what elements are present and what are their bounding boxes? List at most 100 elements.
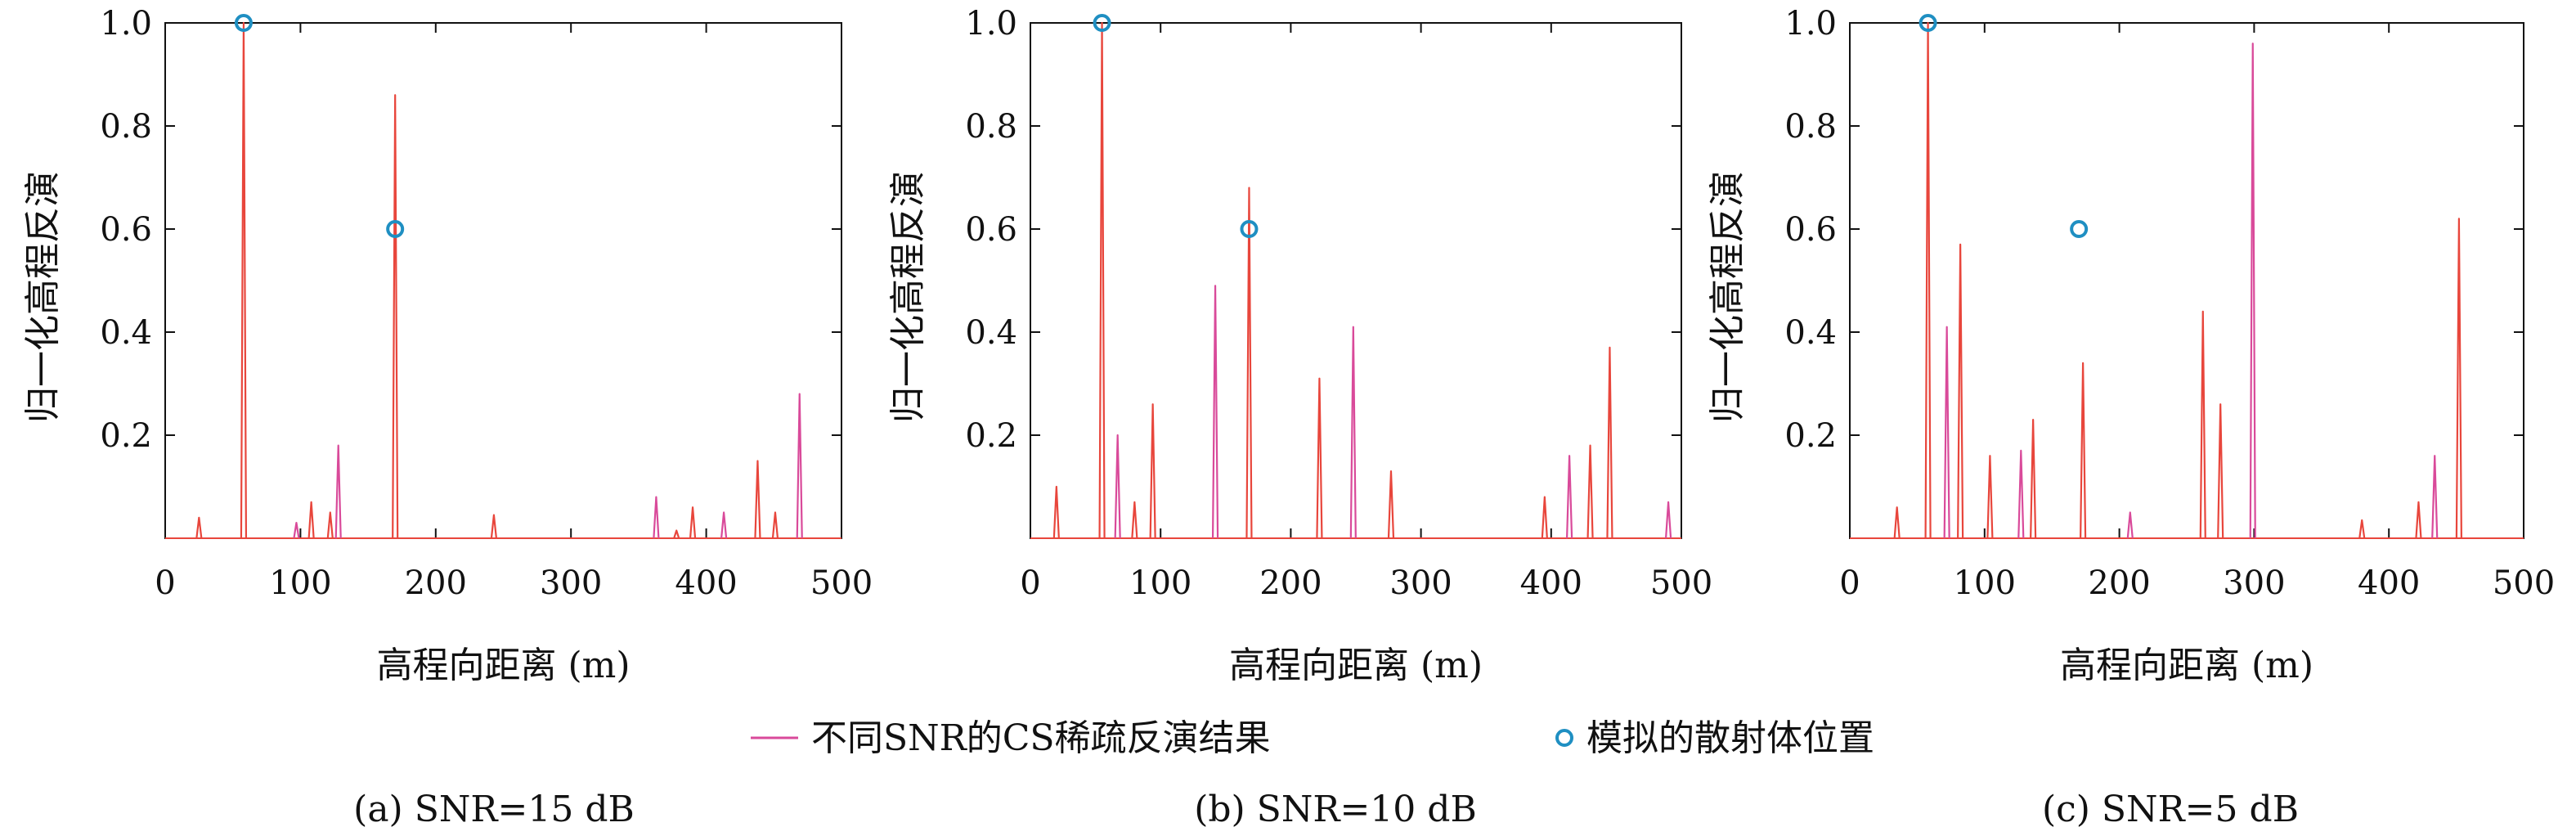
x-axis-title: 高程向距离 (m) [1229, 645, 1483, 686]
reconstruction-peak [720, 511, 728, 539]
panel-caption: (a) SNR=15 dB [353, 789, 635, 830]
x-tick-label: 500 [810, 564, 873, 602]
x-tick-label: 400 [2358, 564, 2420, 602]
x-tick-label: 300 [540, 564, 602, 602]
x-tick-label: 0 [1839, 564, 1860, 602]
x-tick-label: 500 [2493, 564, 2555, 602]
reconstruction-peak [2217, 403, 2224, 539]
reconstruction-peak [2080, 362, 2087, 539]
x-tick-label: 300 [2223, 564, 2285, 602]
x-tick-label: 400 [1520, 564, 1582, 602]
y-tick-label: 0.6 [100, 211, 152, 249]
reconstruction-peak [1586, 444, 1594, 539]
legend-line-label: 不同SNR的CS稀疏反演结果 [811, 717, 1271, 759]
reconstruction-peak [1052, 485, 1060, 539]
x-tick-label: 300 [1389, 564, 1452, 602]
reconstruction-peak [689, 506, 697, 539]
reconstruction-peak [1211, 285, 1219, 539]
reconstruction-peak [293, 522, 300, 539]
reconstruction-peak [1245, 187, 1253, 539]
reconstruction-peak [754, 460, 761, 539]
reconstruction-peak [653, 496, 660, 539]
scatterer-marker [1240, 220, 1259, 238]
reconstruction-peak [2030, 419, 2037, 539]
y-tick-label: 0.4 [965, 314, 1017, 352]
reconstruction-peak [2249, 43, 2256, 539]
chart-panels: 0.2 0.4 0.6 0.8 1.0 0 100 200 300 400 500 高程向距离 (m)… [22, 5, 2555, 830]
reconstruction-peak [1957, 243, 1964, 539]
x-tick-label: 100 [269, 564, 331, 602]
y-tick-label: 1.0 [1784, 5, 1837, 43]
reconstruction-peak [1664, 501, 1672, 539]
reconstruction-peak [1131, 501, 1138, 539]
scatterer-marker [1919, 14, 1937, 32]
reconstruction-peak [240, 21, 248, 539]
reconstruction-peak [673, 529, 680, 539]
chart-panel-1: 0.2 0.4 0.6 0.8 1.0 0 100 200 300 400 500 高程向距离 (m)… [22, 5, 873, 830]
x-tick-label: 200 [405, 564, 467, 602]
y-tick-label: 0.8 [100, 108, 152, 146]
x-tick-label: 200 [1259, 564, 1322, 602]
plot-frame [1849, 22, 2524, 539]
y-tick-label: 0.8 [1784, 108, 1837, 146]
reconstruction-peak [334, 444, 342, 539]
reconstruction-peak [1893, 506, 1901, 539]
reconstruction-peak [2199, 310, 2206, 539]
reconstruction-peak [1349, 326, 1357, 539]
reconstruction-peak [771, 511, 779, 539]
scatterer-marker [1093, 14, 1111, 32]
reconstruction-peak [307, 501, 315, 539]
reconstruction-peak [1149, 403, 1156, 539]
reconstruction-peak [1387, 470, 1395, 539]
panel-caption: (b) SNR=10 dB [1194, 789, 1477, 830]
x-tick-label: 400 [675, 564, 737, 602]
reconstruction-peak [1541, 496, 1548, 539]
reconstruction-peak [1316, 377, 1323, 539]
reconstruction-peak [490, 514, 498, 539]
scatterer-marker [386, 220, 405, 238]
reconstruction-peak [1943, 326, 1950, 539]
x-tick-label: 200 [2088, 564, 2150, 602]
scatterer-marker [2070, 220, 2089, 238]
y-tick-label: 0.6 [965, 211, 1017, 249]
reconstruction-peak [1114, 434, 1121, 539]
reconstruction-peak [2358, 519, 2366, 539]
y-tick-label: 1.0 [965, 5, 1017, 43]
reconstruction-peak [2017, 449, 2025, 539]
y-axis-title: 归一化高程反演 [887, 171, 929, 423]
x-tick-label: 0 [1020, 564, 1040, 602]
legend-marker-swatch [1555, 729, 1573, 747]
legend: 不同SNR的CS稀疏反演结果 模拟的散射体位置 [751, 717, 1874, 759]
x-tick-label: 100 [1954, 564, 2016, 602]
reconstruction-peak [392, 94, 399, 539]
y-tick-label: 0.4 [1784, 314, 1837, 352]
plot-frame [164, 22, 842, 539]
y-tick-label: 0.8 [965, 108, 1017, 146]
reconstruction-peak [2126, 511, 2134, 539]
x-axis-title: 高程向距离 (m) [376, 645, 630, 686]
x-tick-label: 500 [1650, 564, 1712, 602]
x-axis-title: 高程向距离 (m) [2060, 645, 2313, 686]
y-tick-label: 0.4 [100, 314, 152, 352]
y-tick-label: 0.6 [1784, 211, 1837, 249]
reconstruction-peak [195, 516, 203, 539]
scatterer-marker [234, 14, 253, 32]
reconstruction-peak [1924, 21, 1932, 539]
x-tick-label: 0 [155, 564, 175, 602]
reconstruction-peak [2431, 455, 2439, 539]
panel-caption: (c) SNR=5 dB [2042, 789, 2299, 830]
y-tick-label: 0.2 [1784, 417, 1837, 455]
reconstruction-peak [326, 511, 334, 539]
chart-panel-2: 0.2 0.4 0.6 0.8 1.0 0 100 200 300 400 500 高程向距离 (m)… [887, 5, 1712, 830]
x-tick-label: 100 [1129, 564, 1192, 602]
y-tick-label: 0.2 [965, 417, 1017, 455]
reconstruction-peak [1565, 455, 1573, 539]
plot-frame [1030, 22, 1682, 539]
y-tick-label: 1.0 [100, 5, 152, 43]
reconstruction-peak [1986, 455, 1994, 539]
reconstruction-peak [1098, 21, 1106, 539]
reconstruction-peak [1606, 346, 1613, 539]
chart-panel-3: 0.2 0.4 0.6 0.8 1.0 0 100 200 300 400 500 高程向距离 (m)… [1707, 5, 2555, 830]
legend-marker-label: 模拟的散射体位置 [1586, 717, 1874, 759]
